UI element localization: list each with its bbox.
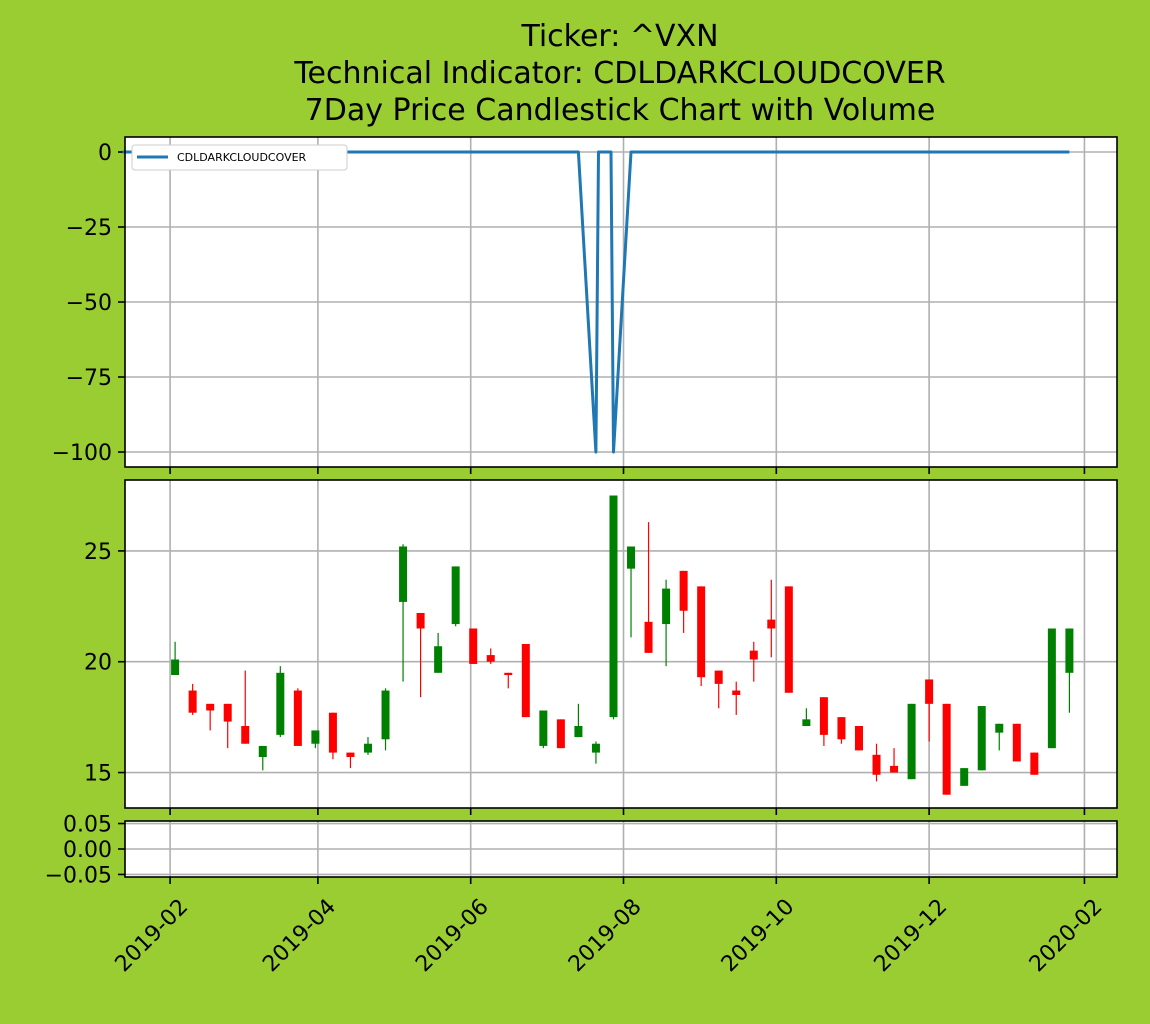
y-tick-label: 20 — [84, 651, 112, 676]
candle-body — [732, 691, 740, 695]
candle-body — [311, 730, 319, 743]
candle-body — [557, 719, 565, 748]
candle-body — [1030, 753, 1038, 775]
candle-body — [294, 691, 302, 746]
candle-body — [504, 673, 512, 675]
candle-body — [837, 717, 845, 739]
candle-body — [469, 628, 477, 663]
candle-body — [329, 713, 337, 753]
candle-body — [224, 704, 232, 722]
candle-body — [645, 622, 653, 653]
candle-body — [434, 646, 442, 673]
candle-body — [487, 655, 495, 662]
y-tick-label: −0.05 — [45, 863, 112, 888]
candle-body — [873, 755, 881, 775]
candle-body — [908, 704, 916, 779]
legend-label: CDLDARKCLOUDCOVER — [177, 151, 307, 164]
candle-body — [592, 744, 600, 753]
candle-body — [206, 704, 214, 711]
candle-body — [189, 691, 197, 713]
candle-body — [417, 613, 425, 629]
y-tick-label: 0 — [98, 141, 112, 166]
y-tick-label: −25 — [66, 216, 112, 241]
candle-body — [346, 753, 354, 757]
candle-body — [627, 546, 635, 568]
plot-area-price — [125, 480, 1117, 808]
candle-body — [1048, 628, 1056, 748]
chart-title-line-1: Ticker: ^VXN — [520, 19, 718, 54]
candle-body — [820, 697, 828, 735]
candle-body — [680, 571, 688, 611]
candle-body — [750, 651, 758, 660]
candle-body — [855, 726, 863, 750]
candle-body — [609, 496, 617, 718]
candle-body — [364, 744, 372, 753]
candle-body — [995, 724, 1003, 733]
candle-body — [399, 546, 407, 601]
y-tick-label: 25 — [84, 540, 112, 565]
candle-body — [452, 566, 460, 624]
legend: CDLDARKCLOUDCOVER — [132, 145, 347, 170]
y-tick-label: 0.00 — [63, 838, 112, 863]
y-tick-label: 0.05 — [63, 813, 112, 838]
candle-body — [662, 589, 670, 624]
candle-body — [259, 746, 267, 757]
candle-body — [241, 726, 249, 744]
candle-body — [785, 586, 793, 692]
candle-body — [539, 710, 547, 745]
y-tick-label: −75 — [66, 366, 112, 391]
candle-body — [890, 766, 898, 773]
candle-body — [697, 586, 705, 677]
y-tick-label: −50 — [66, 291, 112, 316]
candle-body — [276, 673, 284, 735]
panel-price: 25 20 15 — [84, 480, 1117, 815]
candle-body — [1065, 628, 1073, 672]
candle-body — [943, 704, 951, 795]
candle-body — [1013, 724, 1021, 762]
chart-title-line-2: Technical Indicator: CDLDARKCLOUDCOVER — [293, 56, 945, 91]
y-tick-label: 15 — [84, 762, 112, 787]
candle-body — [574, 726, 582, 737]
candle-body — [171, 660, 179, 676]
panel-volume: 0.050.00−0.05 — [45, 813, 1117, 889]
chart-title-line-3: 7Day Price Candlestick Chart with Volume — [305, 93, 936, 128]
candle-body — [767, 620, 775, 629]
candle-body — [978, 706, 986, 770]
panel-indicator: 0 −25 −50 −75 −100 CDLDARKCLOUDCOVER — [52, 137, 1117, 474]
candle-body — [715, 671, 723, 684]
candle-body — [522, 644, 530, 717]
candle-body — [925, 679, 933, 703]
y-tick-label: −100 — [52, 441, 112, 466]
candle-body — [960, 768, 968, 786]
candle-body — [802, 719, 810, 726]
candle-body — [382, 691, 390, 740]
